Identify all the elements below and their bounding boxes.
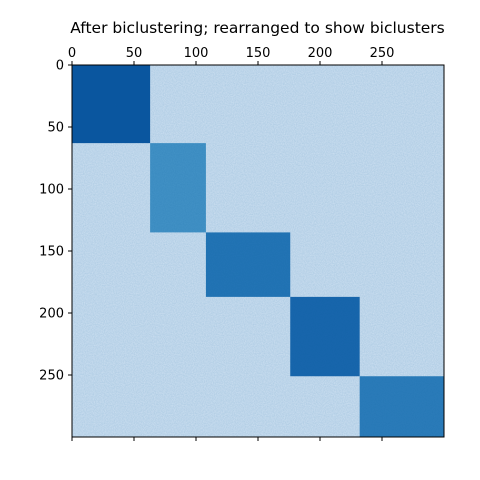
x-tick-label: 200 bbox=[308, 46, 333, 61]
y-axis: 0 50 100 150 200 250 bbox=[39, 59, 72, 384]
chart-title: After biclustering; rearranged to show b… bbox=[70, 19, 445, 37]
heatmap-noise-texture bbox=[72, 65, 444, 437]
y-tick-label: 250 bbox=[39, 369, 64, 384]
y-tick-label: 200 bbox=[39, 307, 64, 322]
x-tick-label: 50 bbox=[126, 46, 143, 61]
y-tick-label: 100 bbox=[39, 183, 64, 198]
plot-area bbox=[71, 64, 445, 438]
y-tick-label: 150 bbox=[39, 245, 64, 260]
x-tick-label: 0 bbox=[68, 46, 76, 61]
x-tick-label: 150 bbox=[246, 46, 271, 61]
x-tick-label: 100 bbox=[184, 46, 209, 61]
x-axis: 0 50 100 150 200 250 bbox=[68, 46, 395, 441]
y-tick-label: 0 bbox=[56, 59, 64, 74]
x-tick-label: 250 bbox=[370, 46, 395, 61]
y-tick-label: 50 bbox=[47, 121, 64, 136]
